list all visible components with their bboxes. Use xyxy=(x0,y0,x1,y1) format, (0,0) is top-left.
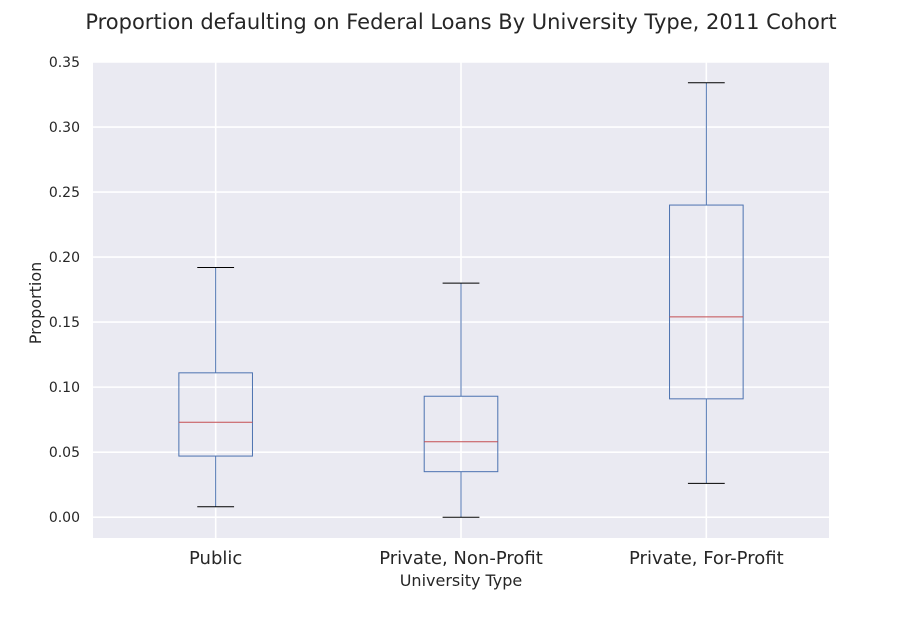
x-tick-label: Private, For-Profit xyxy=(629,548,784,569)
y-tick-label: 0.35 xyxy=(49,55,80,71)
iqr-box xyxy=(178,372,253,457)
y-tick-label: 0.25 xyxy=(49,185,80,201)
y-tick-label: 0.00 xyxy=(49,510,80,526)
y-tick-label: 0.30 xyxy=(49,120,80,136)
box-2 xyxy=(423,282,499,518)
x-axis-label: University Type xyxy=(400,571,523,590)
box-1 xyxy=(178,266,253,508)
y-tick-label: 0.20 xyxy=(49,250,80,266)
chart-title: Proportion defaulting on Federal Loans B… xyxy=(85,10,836,34)
y-axis-label: Proportion xyxy=(26,262,45,345)
y-axis-ticks: 0.00 0.05 0.10 0.15 0.20 0.25 0.30 0.35 xyxy=(49,55,80,526)
x-axis-ticks: Public Private, Non-Profit Private, For-Pr… xyxy=(189,548,784,569)
boxes xyxy=(178,82,744,518)
y-tick-label: 0.10 xyxy=(49,380,80,396)
box-3 xyxy=(669,82,744,484)
iqr-box xyxy=(423,395,499,473)
iqr-box xyxy=(669,204,744,400)
x-tick-label: Private, Non-Profit xyxy=(379,548,543,569)
y-tick-label: 0.15 xyxy=(49,315,80,331)
x-tick-label: Public xyxy=(189,548,242,569)
y-tick-label: 0.05 xyxy=(49,445,80,461)
